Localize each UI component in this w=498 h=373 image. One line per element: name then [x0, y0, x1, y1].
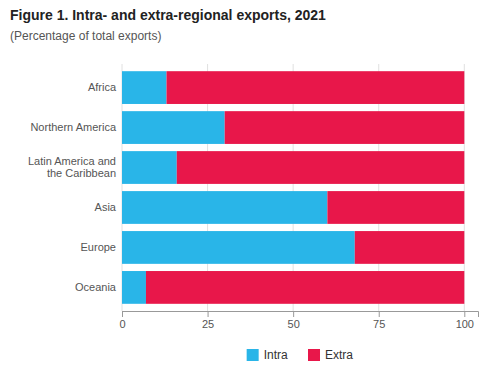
tick: Oceania: [75, 281, 117, 293]
tick: Northern America: [30, 121, 116, 133]
tick-label: Northern America: [30, 121, 116, 133]
x-axis: 0 25 50 75 100: [119, 311, 478, 330]
bar: [177, 151, 465, 184]
legend-item: Extra: [308, 348, 353, 362]
tick: Europe: [81, 241, 116, 253]
legend-label: Extra: [325, 348, 353, 362]
legend-swatch: [247, 349, 259, 361]
tick-label-line: Africa: [88, 81, 117, 93]
bar: [122, 271, 146, 304]
bar: [122, 191, 327, 224]
legend: Intra Extra: [247, 348, 354, 362]
tick-label: Africa: [88, 81, 117, 93]
bar: [146, 271, 464, 304]
tick: Asia: [95, 201, 117, 213]
tick: 50: [288, 311, 300, 330]
y-axis: Africa Northern America Latin America andt…: [28, 81, 117, 293]
plot: 0 25 50 75 100 Africa Northern America Latin Am…: [28, 64, 479, 330]
tick: 75: [373, 311, 385, 330]
x-axis-line: [123, 312, 479, 318]
bar: [355, 231, 465, 264]
tick: Latin America andthe Caribbean: [28, 155, 116, 179]
bar: [225, 111, 465, 144]
tick-label: 75: [373, 318, 385, 330]
tick-label-line: Europe: [81, 241, 116, 253]
tick-label: Europe: [81, 241, 116, 253]
tick-label: 25: [202, 318, 214, 330]
chart: Figure 1. Intra- and extra-regional expo…: [0, 0, 498, 373]
bar: [327, 191, 464, 224]
series: [146, 71, 464, 304]
tick-label: 0: [119, 318, 125, 330]
tick-label: Latin America andthe Caribbean: [28, 155, 116, 179]
tick: Africa: [88, 81, 117, 93]
tick-label-line: Latin America and: [28, 155, 116, 167]
tick-label-line: Northern America: [30, 121, 116, 133]
bar: [122, 111, 225, 144]
tick: 25: [202, 311, 214, 330]
bar: [122, 231, 355, 264]
legend-label: Intra: [264, 348, 288, 362]
tick-label: 100: [456, 318, 474, 330]
tick-label: Oceania: [75, 281, 117, 293]
tick-label-line: the Caribbean: [47, 167, 116, 179]
legend-item: Intra: [247, 348, 288, 362]
tick-mark: [379, 311, 380, 317]
bars: [122, 71, 464, 304]
grid: [122, 64, 464, 311]
tick-label-line: Oceania: [75, 281, 117, 293]
tick-mark: [464, 311, 465, 317]
bar: [122, 71, 167, 104]
tick-mark: [208, 311, 209, 317]
title: Figure 1. Intra- and extra-regional expo…: [10, 7, 326, 23]
subtitle: (Percentage of total exports): [10, 29, 161, 43]
tick-label: Asia: [95, 201, 117, 213]
bar: [167, 71, 465, 104]
tick: 0: [119, 311, 125, 330]
tick-mark: [293, 311, 294, 317]
series: [122, 71, 355, 304]
tick-label-line: Asia: [95, 201, 117, 213]
tick-label: 50: [288, 318, 300, 330]
tick: 100: [456, 311, 474, 330]
tick-mark: [122, 311, 123, 317]
bar: [122, 151, 177, 184]
legend-swatch: [308, 349, 320, 361]
